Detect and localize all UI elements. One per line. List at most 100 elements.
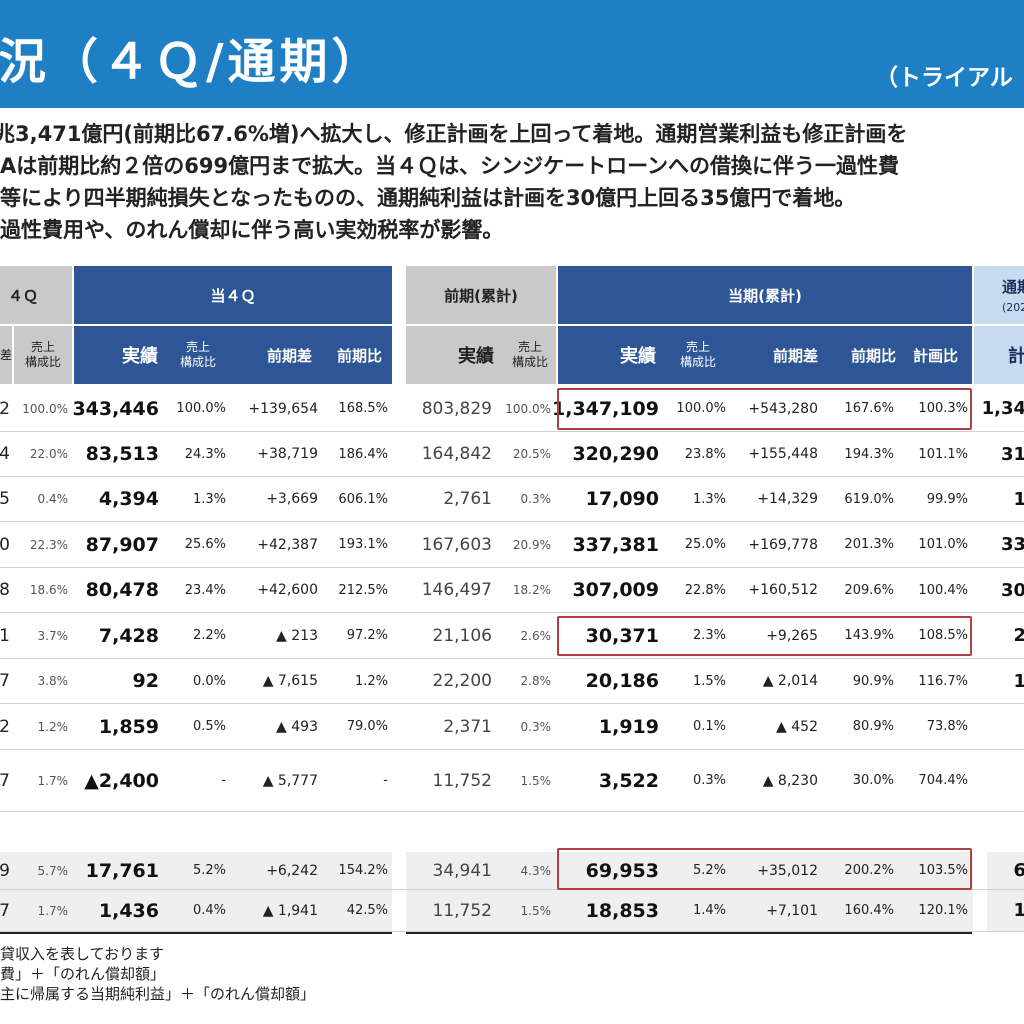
cell-pc: 11,752 [432, 900, 492, 921]
cell-pc: 11,752 [432, 770, 492, 791]
cell-cc: 20,186 [585, 670, 659, 692]
cell-cc-ratio: 90.9% [852, 673, 894, 689]
cell-frag: 9 [0, 860, 10, 881]
cell-plan: 1 [1013, 488, 1024, 510]
cell-cc-ratio: 30.0% [852, 773, 894, 788]
plan-top-label: 通期 [1002, 278, 1024, 296]
column-gap [973, 522, 987, 567]
cell-cq: 92 [132, 670, 159, 692]
cell-cc-comp: 5.2% [692, 863, 726, 878]
cell-cc-plan: 100.3% [918, 401, 968, 416]
cell-cc-ratio: 194.3% [844, 446, 894, 462]
cell-cq: 4,394 [98, 488, 159, 510]
cell-cc-comp: 2.3% [692, 628, 726, 643]
cell-cq-comp: 1.3% [192, 491, 226, 507]
cell-cc-ratio: 160.4% [844, 903, 894, 918]
table-row: 7 3.8% 92 0.0% ▲ 7,615 1.2% 22,200 2.8% 20,186 1.… [0, 659, 1024, 704]
cell-cc-diff: ▲ 2,014 [762, 673, 818, 689]
header-prev-quarter: ４Ｑ [0, 266, 72, 324]
cell-cq-ratio: 606.1% [338, 491, 388, 507]
cell-cc-plan: 108.5% [918, 628, 968, 643]
cell-pc: 146,497 [421, 580, 492, 600]
cell-cc-diff: +9,265 [766, 627, 818, 644]
column-gap [392, 477, 406, 521]
cell-cc-diff: ▲ 452 [776, 718, 818, 735]
subheader-yoy-diff: 前期差 [226, 326, 320, 384]
column-gap [973, 659, 987, 703]
cell-cq-diff: ▲ 5,777 [262, 772, 318, 789]
cell-cc: 17,090 [585, 488, 659, 510]
cell-cq-ratio: 97.2% [346, 628, 388, 643]
subheader-plan-ratio: 計画比 [896, 326, 972, 384]
cell-frag-comp: 100.0% [22, 401, 68, 416]
column-gap [392, 659, 406, 703]
cell-cq-diff: ▲ 7,615 [262, 673, 318, 689]
column-gap [392, 568, 406, 612]
summary-text: 兆3,471億円(前期比67.6%増)へ拡大し、修正計画を上回って着地。通期営業… [0, 118, 1024, 246]
cell-plan: 33 [1000, 534, 1024, 555]
cell-cc-plan: 116.7% [918, 673, 968, 689]
cell-cc-ratio: 619.0% [844, 491, 894, 507]
cell-plan: 1,34 [981, 398, 1024, 419]
cell-cc-diff: +35,012 [757, 862, 818, 879]
cell-cq: 87,907 [85, 533, 159, 556]
cell-cc-comp: 0.3% [692, 773, 726, 788]
cell-cq-ratio: 168.5% [338, 401, 388, 416]
table-row: 2 100.0% 343,446 100.0% +139,654 168.5% 803,82… [0, 386, 1024, 432]
cell-pc: 164,842 [421, 444, 492, 464]
subheader-diff: 差 [0, 326, 12, 384]
cell-pc-comp: 100.0% [505, 401, 551, 416]
cell-plan: 1 [1013, 670, 1024, 692]
cell-cc: 1,919 [598, 715, 659, 738]
cell-cc-comp: 25.0% [684, 537, 726, 552]
cell-pc-comp: 1.5% [520, 903, 552, 918]
column-gap [392, 386, 406, 431]
cell-cc-plan: 101.1% [918, 446, 968, 462]
cell-cq-diff: +6,242 [266, 862, 318, 879]
cell-plan: 6 [1013, 860, 1024, 881]
cell-cc-comp: 0.1% [692, 719, 726, 734]
subheader-yoy-ratio: 前期比 [820, 326, 896, 384]
cell-cc-plan: 120.1% [918, 903, 968, 918]
cell-cq-diff: +139,654 [248, 400, 318, 417]
cell-cc: 307,009 [572, 579, 659, 601]
table-bottom-rule [0, 932, 392, 934]
cell-cq-diff: ▲ 1,941 [262, 902, 318, 919]
cell-pc-comp: 2.8% [520, 674, 552, 688]
cell-frag-comp: 22.0% [29, 447, 68, 461]
footnotes: 貸収入を表しております 費」＋「のれん償却額」 主に帰属する当期純利益」＋「のれ… [0, 944, 600, 1004]
cell-cc-comp: 23.8% [684, 446, 726, 462]
cell-pc-comp: 2.6% [520, 628, 552, 643]
cell-cc-diff: +14,329 [757, 491, 818, 507]
cell-cq-comp: - [221, 773, 226, 788]
cell-cc-comp: 1.4% [692, 903, 726, 918]
subheader-yoy-diff: 前期差 [726, 326, 820, 384]
cell-frag-comp: 22.3% [29, 537, 68, 552]
column-gap [973, 852, 987, 889]
cell-pc-comp: 18.2% [512, 583, 551, 597]
cell-cc-comp: 22.8% [684, 582, 726, 598]
column-gap [392, 890, 406, 931]
highlight-box [557, 616, 972, 656]
cell-cq: 17,761 [85, 859, 159, 882]
cell-pc: 167,603 [421, 534, 492, 555]
cell-cc-diff: +155,448 [748, 446, 818, 462]
header-band: 況（４Ｑ/通期） （トライアル [0, 0, 1024, 108]
cell-cc-diff: +543,280 [748, 400, 818, 417]
cell-frag: 1 [0, 625, 10, 646]
cell-frag-comp: 5.7% [37, 863, 69, 878]
column-gap [973, 613, 987, 658]
cell-cc-plan: 73.8% [926, 719, 968, 734]
footnote: 主に帰属する当期純利益」＋「のれん償却額」 [0, 985, 316, 1003]
cell-cq-diff: ▲ 493 [276, 718, 318, 735]
cell-pc-comp: 4.3% [520, 863, 552, 878]
cell-cq-diff: +42,600 [257, 582, 318, 598]
cell-cq-comp: 0.5% [192, 719, 226, 734]
cell-cq-ratio: 186.4% [338, 446, 388, 462]
cell-cc: 30,371 [585, 624, 659, 647]
footnote: 貸収入を表しております [0, 945, 165, 963]
cell-cq: 80,478 [85, 579, 159, 601]
cell-cq: 7,428 [98, 624, 159, 647]
cell-pc: 2,371 [443, 716, 492, 737]
